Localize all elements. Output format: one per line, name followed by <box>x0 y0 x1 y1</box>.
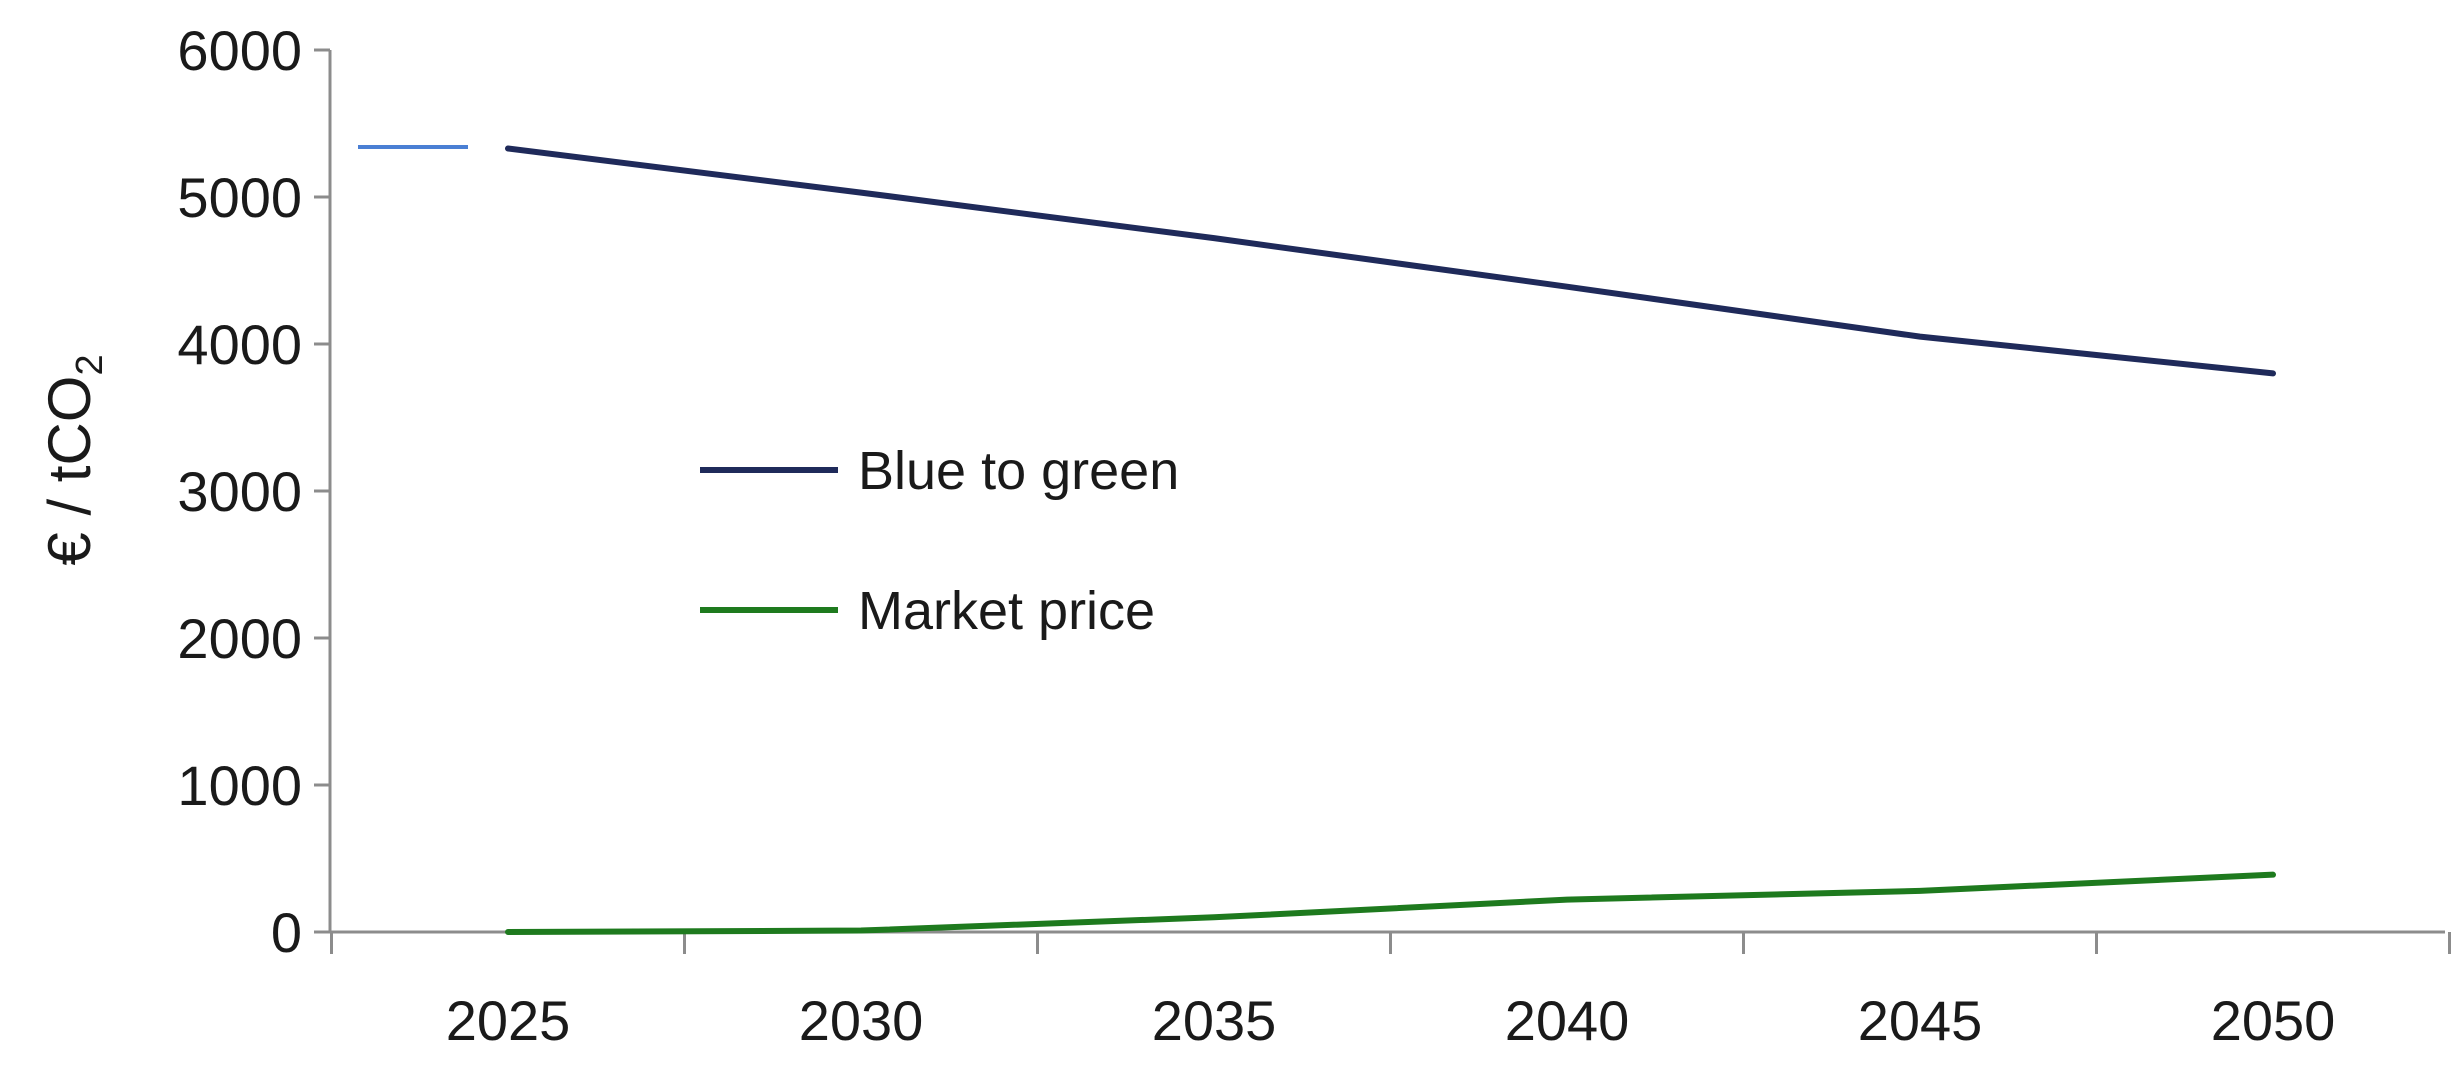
series-lines <box>358 145 2276 935</box>
x-axis: 2025 2030 2035 2040 2045 2050 <box>330 930 2451 1052</box>
legend-label: Market price <box>858 581 1155 641</box>
legend-item: Blue to green <box>700 441 1179 501</box>
y-tick-label: 3000 <box>177 460 302 523</box>
y-axis-title-main: € / tCO <box>36 376 103 566</box>
y-tick-label: 2000 <box>177 607 302 670</box>
x-tick-label: 2035 <box>1152 989 1277 1052</box>
x-tick-label: 2045 <box>1858 989 1983 1052</box>
legend-item: Market price <box>700 581 1155 641</box>
series-line-blue-to-green <box>505 145 2276 377</box>
series-line-market-price <box>505 871 2276 935</box>
y-tick-label: 0 <box>271 901 302 964</box>
y-tick-label: 1000 <box>177 754 302 817</box>
y-tick-label: 4000 <box>177 313 302 376</box>
y-tick-label: 5000 <box>177 166 302 229</box>
y-tick-label: 6000 <box>177 19 302 82</box>
x-tick-label: 2025 <box>446 989 571 1052</box>
x-tick-label: 2050 <box>2211 989 2336 1052</box>
x-tick-label: 2040 <box>1505 989 1630 1052</box>
y-axis-title: € / tCO2 <box>36 354 111 565</box>
legend-label: Blue to green <box>858 441 1179 501</box>
y-axis: 0 1000 2000 3000 4000 5000 6000 <box>177 19 332 964</box>
y-axis-title-subscript: 2 <box>69 354 111 375</box>
x-tick-label: 2030 <box>799 989 924 1052</box>
legend: Blue to green Market price <box>700 441 1179 641</box>
